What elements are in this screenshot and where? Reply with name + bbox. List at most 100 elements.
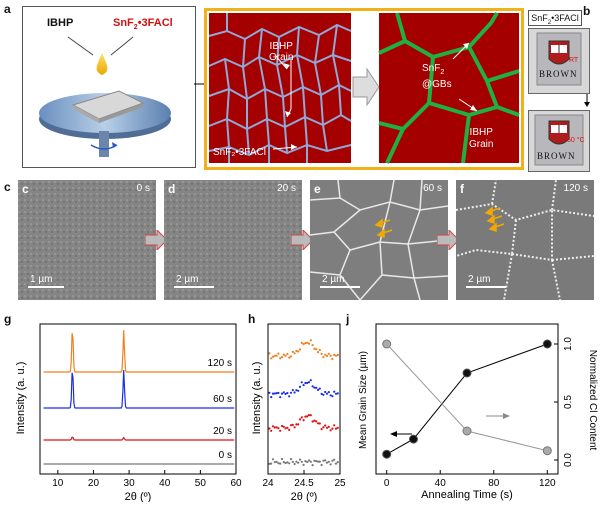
sem-image-e: 60 s 2 µm	[310, 180, 448, 300]
h-point-3	[302, 463, 305, 466]
h-point-1	[298, 385, 302, 388]
h-point-1	[273, 392, 276, 395]
h-point-3	[329, 463, 332, 466]
h-point-2	[277, 427, 280, 430]
h-point-2	[302, 419, 305, 422]
h-point-2	[336, 426, 339, 429]
h-point-0	[318, 348, 321, 352]
panel-label-f: f	[460, 182, 464, 196]
h-point-0	[333, 353, 336, 356]
h-point-1	[327, 391, 330, 394]
h-point-3	[325, 461, 329, 464]
h-point-3	[289, 458, 293, 461]
h-point-0	[329, 354, 332, 357]
h-point-0	[325, 354, 329, 358]
sem-scale-d: 2 µm	[176, 274, 199, 285]
h-point-3	[297, 461, 300, 464]
plot-frame-j	[375, 323, 559, 475]
panel-label-g: g	[4, 312, 12, 326]
h-point-0	[302, 343, 305, 346]
h-point-3	[313, 459, 316, 462]
h-point-2	[325, 426, 329, 429]
h-point-3	[306, 460, 309, 464]
sem-scale-e: 2 µm	[322, 274, 345, 285]
h-point-3	[309, 460, 312, 463]
panel-label-h: h	[248, 312, 256, 326]
right-gbs-text: @GBs	[422, 79, 452, 90]
h-point-0	[313, 347, 316, 350]
h-point-0	[297, 350, 300, 353]
y-axis-label-g: Intensity (a. u.)	[15, 362, 27, 435]
h-point-2	[275, 426, 278, 429]
h-point-0	[284, 354, 287, 357]
sem-arrow-1	[145, 230, 167, 250]
h-point-3	[288, 462, 291, 465]
grain-size-line	[386, 343, 548, 455]
h-point-3	[280, 457, 284, 461]
h-point-3	[270, 462, 273, 465]
h-point-2	[315, 420, 318, 423]
snf2-sub: 2	[133, 24, 138, 32]
h-point-2	[273, 426, 276, 429]
h-point-3	[333, 458, 336, 461]
h-point-0	[327, 352, 330, 355]
h-point-1	[270, 396, 273, 399]
sem-image-f: 120 s 2 µm	[456, 180, 594, 300]
h-point-1	[318, 387, 321, 390]
h-point-3	[295, 460, 298, 463]
h-point-0	[270, 357, 273, 360]
h-point-0	[298, 348, 302, 351]
xrd-series-1	[43, 369, 235, 409]
x-tick-label-g: 60	[230, 478, 242, 489]
y2-tick-label-j: 0.0	[563, 453, 574, 467]
h-point-3	[307, 459, 311, 462]
h-point-0	[289, 355, 293, 358]
h-point-3	[336, 461, 339, 464]
h-point-1	[313, 386, 316, 389]
h-point-1	[288, 395, 291, 398]
h-point-0	[304, 341, 307, 345]
h-point-3	[300, 460, 303, 463]
grain-size-point	[408, 434, 418, 444]
sem-arrow-2	[291, 230, 313, 250]
sem-scale-f: 2 µm	[468, 274, 491, 285]
h-point-2	[324, 424, 327, 427]
right-snf-gbs-label: SnF2 @GBs	[422, 63, 452, 91]
photo-rt: RT BROWN	[528, 28, 590, 94]
h-point-2	[297, 423, 300, 426]
h-point-2	[313, 419, 316, 422]
scale-bar-d	[174, 286, 214, 288]
h-point-0	[277, 352, 280, 355]
h-point-3	[277, 462, 280, 465]
plot-frame-g	[39, 323, 237, 475]
panel-label-d: d	[168, 182, 176, 196]
h-point-2	[288, 428, 291, 431]
h-point-3	[315, 460, 318, 463]
h-point-0	[334, 354, 338, 357]
h-point-2	[289, 424, 293, 427]
h-point-2	[284, 427, 287, 430]
h-point-2	[327, 425, 330, 428]
h-point-2	[320, 428, 323, 431]
h-point-2	[334, 427, 338, 430]
scale-bar-e	[320, 286, 360, 288]
x-tick-label-g: 30	[124, 478, 136, 489]
h-point-1	[295, 389, 298, 392]
h-point-0	[286, 352, 289, 356]
y2-tick-label-j: 1.0	[563, 337, 574, 351]
h-point-0	[336, 353, 339, 357]
h-point-2	[268, 427, 271, 430]
grain-size-chart-j: 0 40 80 120 0.0 0.5 1.0 Annealing Time (s) Mea…	[358, 323, 598, 501]
h-point-3	[327, 460, 330, 463]
h-point-1	[322, 393, 325, 396]
h-point-2	[286, 426, 289, 429]
grain-diagram: IBHP Grain SnF₂•3FACl SnF2 @GBs IBHP Grai…	[204, 8, 524, 170]
h-point-2	[279, 429, 282, 432]
y-axis-label-h: Intensity (a. u.)	[251, 362, 263, 435]
h-point-1	[271, 392, 275, 395]
h-point-0	[293, 352, 296, 355]
h-point-1	[280, 392, 284, 395]
h-point-1	[268, 391, 271, 394]
h-point-2	[304, 415, 307, 418]
x-tick-label-j: 80	[488, 478, 500, 489]
